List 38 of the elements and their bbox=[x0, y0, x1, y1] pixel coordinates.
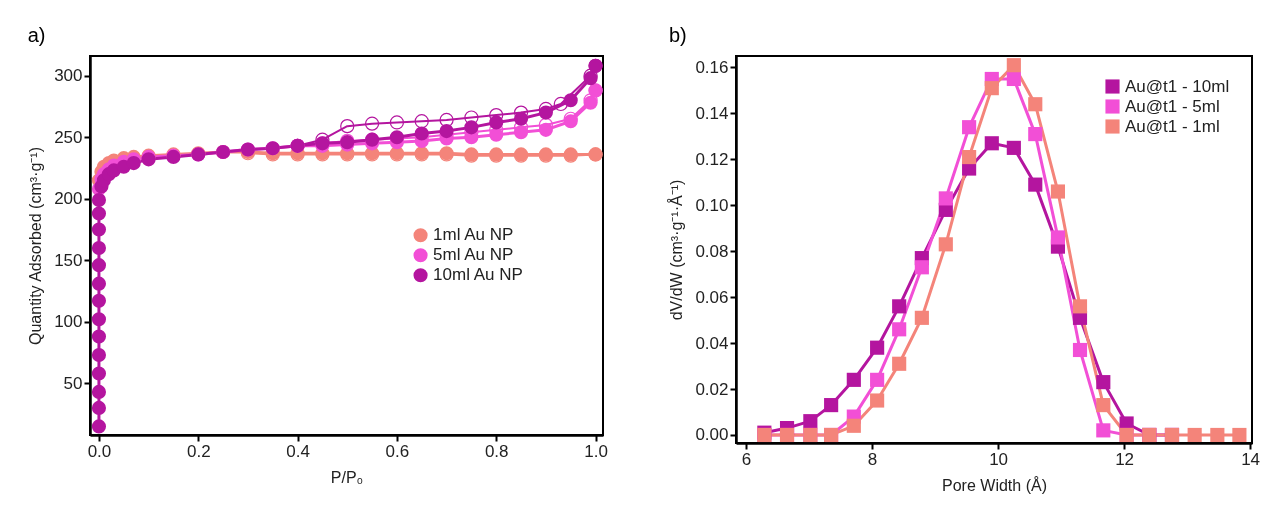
legend-label: 10ml Au NP bbox=[433, 265, 523, 285]
x-tick-label: 1.0 bbox=[584, 441, 608, 461]
x-tick-label: 12 bbox=[1115, 449, 1135, 469]
y-axis-title: dV/dW (cm³·g⁻¹·Å⁻¹) bbox=[667, 179, 686, 321]
x-axis-title: Pore Width (Å) bbox=[942, 475, 1047, 494]
y-tick-label: 0.08 bbox=[695, 241, 729, 261]
x-tick-label: 10 bbox=[989, 449, 1009, 469]
x-tick-label: 0.8 bbox=[484, 441, 509, 461]
legend-label: Au@t1 - 5ml bbox=[1125, 96, 1220, 116]
y-axis-title: Quantity Adsorbed (cm³·g⁻¹) bbox=[27, 147, 45, 345]
chart-title: a) bbox=[27, 24, 46, 46]
y-tick-label: 300 bbox=[54, 66, 83, 86]
y-tick-label: 100 bbox=[54, 312, 83, 332]
x-tick-label: 14 bbox=[1241, 449, 1261, 469]
y-tick-label: 0.14 bbox=[695, 103, 729, 123]
legend-label: 5ml Au NP bbox=[433, 245, 514, 265]
y-tick-label: 0.04 bbox=[695, 333, 729, 353]
y-tick-label: 0.06 bbox=[695, 287, 729, 307]
x-tick-label: 0.0 bbox=[87, 441, 112, 461]
y-tick-label: 250 bbox=[54, 127, 83, 147]
x-tick-label: 0.4 bbox=[286, 441, 310, 461]
legend-label: 1ml Au NP bbox=[433, 225, 514, 245]
y-tick-label: 200 bbox=[54, 189, 83, 209]
x-tick-label: 0.2 bbox=[186, 441, 211, 461]
legend-label: Au@t1 - 1ml bbox=[1125, 116, 1220, 136]
x-tick-label: 8 bbox=[867, 449, 878, 469]
chart-title: b) bbox=[668, 24, 687, 46]
x-axis-title: P/P₀ bbox=[330, 468, 364, 486]
x-tick-label: 6 bbox=[741, 449, 752, 469]
y-tick-label: 0.16 bbox=[695, 57, 729, 77]
y-tick-label: 150 bbox=[54, 250, 83, 270]
x-tick-label: 0.6 bbox=[385, 441, 410, 461]
y-tick-label: 0.10 bbox=[695, 195, 729, 215]
y-tick-label: 0.12 bbox=[695, 149, 729, 169]
y-tick-label: 50 bbox=[63, 373, 83, 393]
y-tick-label: 0.02 bbox=[695, 379, 729, 399]
legend-label: Au@t1 - 10ml bbox=[1125, 76, 1230, 96]
y-tick-label: 0.00 bbox=[695, 425, 729, 445]
